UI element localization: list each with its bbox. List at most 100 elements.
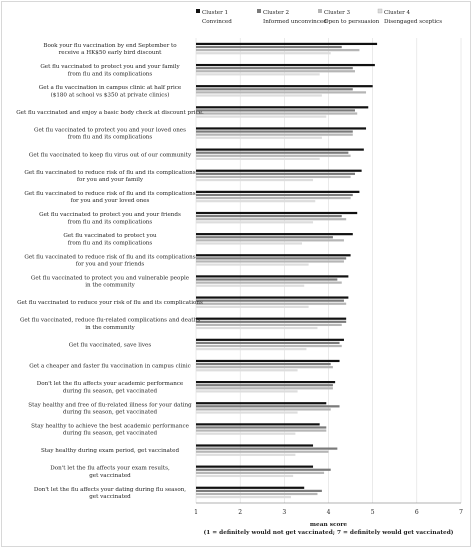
bar [196, 233, 353, 236]
bar [196, 148, 364, 151]
category-label: Get flu vaccinated to reduce risk of flu… [24, 170, 195, 176]
bar [196, 366, 333, 369]
bar [196, 178, 314, 182]
legend-sublabel: Convinced [202, 19, 232, 25]
bar [196, 305, 309, 308]
bar [196, 489, 322, 492]
category-label: Get flu vaccinated to protect you and vu… [31, 275, 190, 281]
bar [196, 112, 358, 115]
bar [196, 296, 349, 299]
category-label: from flu and its complications [68, 240, 153, 246]
bar [196, 405, 340, 408]
legend-sublabel: Disengaged sceptics [384, 19, 442, 25]
bar [196, 196, 351, 200]
category-label: receive a HK$50 early bird discount [59, 50, 162, 56]
bar [196, 242, 302, 245]
bar [196, 447, 338, 450]
x-tick-label: 1 [194, 509, 198, 516]
bar [196, 257, 347, 260]
bar [196, 157, 320, 160]
bar [196, 492, 318, 496]
bar [196, 133, 353, 136]
category-label: Get flu vaccinated, reduce flu-related c… [20, 318, 200, 324]
bar [196, 85, 373, 88]
bar [196, 88, 353, 91]
bar [196, 408, 331, 411]
bar [196, 474, 294, 478]
bar [196, 94, 322, 97]
bar [196, 254, 351, 257]
category-label: in the community [85, 283, 135, 289]
category-label: Don't let the flu affects your exam resu… [50, 466, 170, 472]
category-label: Book your flu vaccination by end Septemb… [43, 43, 177, 49]
bar [196, 63, 375, 67]
bar [196, 215, 342, 218]
legend-sublabel: Open to persuasion [324, 19, 380, 25]
bar [196, 45, 342, 49]
category-label: from flu and its complications [68, 71, 153, 77]
x-tick-label: 2 [238, 509, 242, 516]
legend-label: Cluster 2 [263, 10, 290, 16]
bar [196, 486, 305, 489]
bar [196, 429, 327, 432]
bar [196, 362, 331, 366]
bar [196, 348, 307, 351]
x-axis-note: (1 = definitely would not get vaccinated… [203, 529, 453, 536]
bar [196, 453, 296, 456]
bar [196, 468, 331, 471]
bar [196, 284, 305, 287]
category-label: from flu and its complications [68, 219, 153, 225]
bar [196, 302, 347, 305]
category-label: Get flu vaccinated to reduce your risk o… [17, 300, 203, 306]
bar [196, 444, 314, 447]
bar [196, 169, 362, 172]
legend-label: Cluster 3 [324, 10, 351, 16]
category-label: Get flu vaccinated, save lives [69, 342, 152, 348]
category-label: during flu season, get vaccinated [63, 431, 158, 437]
category-label: in the community [85, 325, 135, 331]
bar [196, 42, 378, 46]
bar [196, 320, 347, 323]
bar [196, 151, 349, 154]
category-label: for you and your family [77, 177, 144, 183]
bar [196, 281, 342, 284]
bar [196, 211, 358, 215]
bar [196, 275, 349, 278]
bar [196, 344, 342, 348]
category-label: for you and your friends [76, 262, 145, 268]
bar [196, 381, 336, 384]
category-label: Stay healthy during exam period, get vac… [41, 448, 179, 454]
bar [196, 426, 327, 429]
bar [196, 67, 353, 70]
bar [196, 432, 296, 435]
category-label: get vaccinated [89, 494, 131, 500]
bar [196, 495, 291, 499]
bar [196, 323, 342, 326]
category-label: Get flu vaccinated to keep flu virus out… [29, 152, 192, 158]
bar [196, 221, 314, 224]
bar [196, 387, 333, 390]
category-label: Get a flu vaccination in campus clinic a… [39, 85, 182, 91]
x-tick-label: 4 [327, 509, 331, 516]
legend-swatch [318, 9, 322, 13]
bar [196, 172, 355, 175]
legend-swatch [377, 8, 383, 14]
bar [196, 384, 333, 387]
bar [196, 130, 353, 133]
bar [196, 369, 298, 372]
bar [196, 359, 340, 363]
bar [196, 402, 327, 405]
category-label: Get flu vaccinated to protect you and yo… [34, 128, 186, 134]
category-label: Get flu vaccinated to protect you [63, 233, 157, 239]
bar [196, 278, 338, 281]
x-tick-label: 5 [371, 509, 375, 516]
category-label: Stay healthy to achieve the best academi… [31, 423, 189, 429]
bar [196, 193, 353, 197]
bar [196, 239, 344, 242]
x-tick-label: 7 [459, 509, 463, 516]
category-label: during flu season, get vaccinated [63, 409, 158, 415]
bar [196, 127, 367, 130]
bar [196, 423, 320, 426]
